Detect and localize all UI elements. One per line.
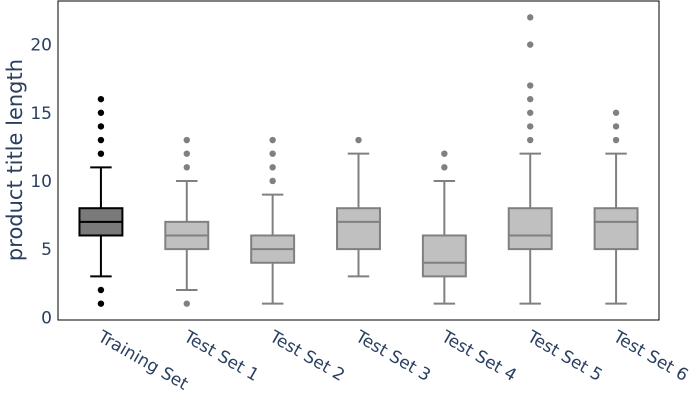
box-iqr (507, 207, 553, 251)
box-6 (507, 14, 553, 305)
outlier-point (527, 41, 534, 48)
y-tick-label: 15 (30, 104, 52, 124)
outlier-point (269, 177, 276, 185)
outlier-point (97, 95, 105, 103)
outlier-point (612, 123, 620, 130)
y-tick-label: 0 (41, 308, 52, 328)
outlier-point (97, 123, 105, 130)
x-category-label: Test Set 1 (179, 327, 262, 386)
outlier-point (183, 136, 190, 144)
outlier-point (527, 82, 534, 89)
y-tick-label: 5 (41, 240, 52, 260)
outlier-point (269, 136, 276, 144)
outlier-point (269, 164, 276, 171)
outlier-point (612, 136, 620, 144)
outlier-point (441, 164, 448, 171)
y-axis-title: product title length (3, 59, 27, 261)
outlier-point (97, 136, 105, 144)
x-category-label: Test Set 6 (609, 327, 692, 386)
outlier-point (183, 164, 190, 171)
outlier-point (612, 109, 620, 116)
outlier-point (97, 286, 105, 294)
outlier-point (97, 150, 105, 157)
x-category-label: Test Set 4 (437, 327, 520, 386)
box-1 (78, 95, 124, 307)
box-4 (336, 136, 381, 278)
box-7 (593, 109, 639, 305)
x-category-label: Test Set 3 (351, 327, 434, 386)
box-5 (421, 150, 467, 305)
outlier-point (441, 150, 448, 157)
outlier-point (527, 123, 534, 130)
box-series (78, 14, 639, 307)
outlier-point (527, 95, 534, 103)
outlier-point (269, 150, 276, 157)
outlier-point (97, 300, 105, 307)
x-category-label: Test Set 2 (265, 327, 348, 386)
outlier-point (183, 150, 190, 157)
box-iqr (421, 234, 467, 278)
box-iqr (336, 207, 381, 251)
y-tick-label: 10 (30, 172, 52, 192)
outlier-point (183, 300, 190, 307)
x-category-label: Training Set (94, 327, 192, 395)
x-category-label: Test Set 5 (523, 327, 606, 386)
y-axis-ticks: 0 5 10 15 20 (30, 36, 52, 329)
box-iqr (593, 207, 639, 251)
outlier-point (527, 136, 534, 144)
outlier-point (97, 109, 105, 116)
box-2 (164, 136, 210, 307)
box-3 (250, 136, 296, 305)
outlier-point (527, 109, 534, 116)
outlier-point (355, 136, 362, 144)
outlier-point (527, 14, 534, 21)
y-tick-label: 20 (30, 36, 52, 56)
